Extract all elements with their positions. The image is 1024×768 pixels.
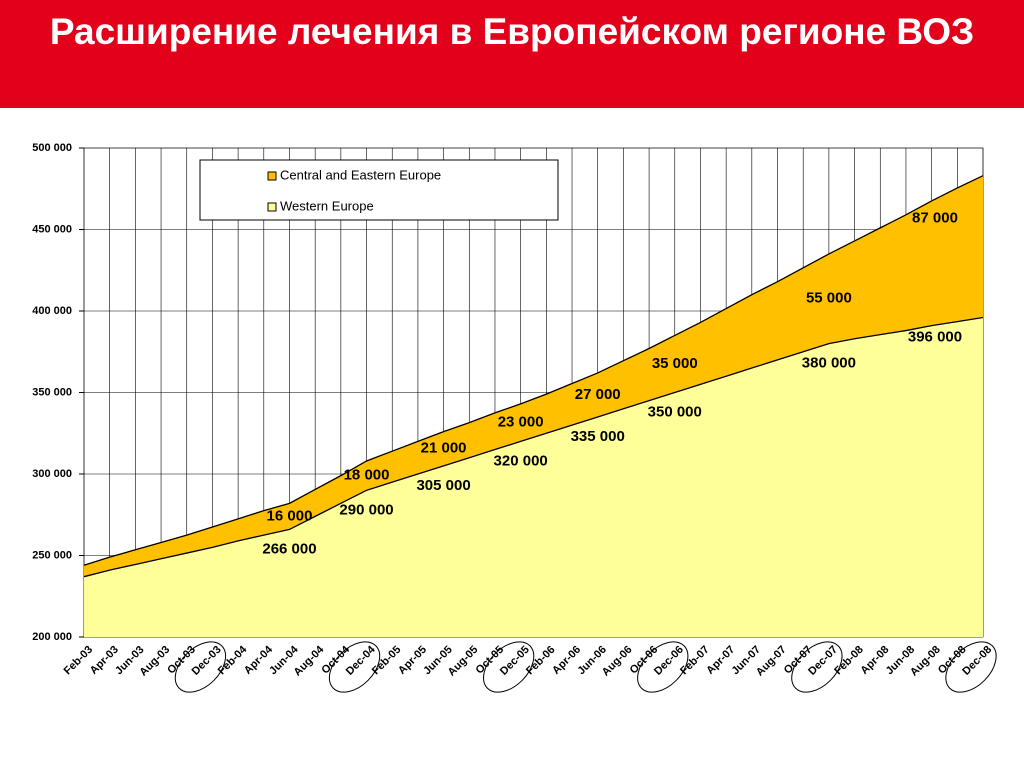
data-label: 55 000 (806, 290, 852, 307)
y-tick-label: 500 000 (32, 142, 72, 154)
data-label: 21 000 (421, 440, 467, 457)
highlight-circle (328, 641, 381, 693)
data-label: 35 000 (652, 355, 698, 372)
highlight-circle (791, 641, 843, 693)
data-label: 18 000 (344, 467, 390, 484)
data-label: 320 000 (494, 452, 548, 469)
area-edge (83, 175, 984, 566)
data-label: 266 000 (262, 540, 316, 557)
data-label: 335 000 (571, 428, 625, 445)
x-tick-label: Feb-08 (832, 644, 866, 678)
y-tick-label: 200 000 (32, 631, 72, 643)
area (84, 317, 983, 637)
data-label: 305 000 (416, 477, 470, 494)
x-tick-label: Feb-07 (678, 644, 712, 678)
legend: Central and Eastern Europe Western Europe (199, 159, 559, 221)
x-tick-label: Feb-05 (370, 644, 404, 678)
data-label: 350 000 (648, 403, 702, 420)
y-tick-label: 250 000 (32, 549, 72, 561)
legend-label: Central and Eastern Europe (280, 167, 441, 182)
x-tick-label: Dec-08 (960, 644, 994, 678)
highlight-circle (174, 641, 227, 693)
area-edge (83, 316, 984, 578)
y-tick-label: 300 000 (32, 468, 72, 480)
data-label: 27 000 (575, 386, 621, 403)
legend-swatch (267, 171, 277, 181)
highlight-circle (637, 641, 689, 693)
legend-label: Western Europe (280, 198, 374, 213)
data-label: 87 000 (912, 210, 958, 227)
legend-box (199, 159, 559, 221)
legend-swatch (267, 202, 277, 212)
data-label: 23 000 (498, 414, 544, 431)
data-label: 290 000 (339, 501, 393, 518)
highlight-circle (945, 641, 997, 693)
x-tick-label: Feb-03 (62, 644, 96, 678)
data-label: 396 000 (908, 328, 962, 345)
x-tick-label: Feb-06 (524, 644, 558, 678)
highlight-circle (483, 641, 535, 693)
data-label: 16 000 (267, 507, 313, 524)
data-label: 380 000 (802, 355, 856, 372)
y-tick-label: 350 000 (32, 386, 72, 398)
y-tick-label: 450 000 (32, 223, 72, 235)
chart-title: Расширение лечения в Европейском регионе… (0, 0, 1024, 108)
y-tick-label: 400 000 (32, 305, 72, 317)
